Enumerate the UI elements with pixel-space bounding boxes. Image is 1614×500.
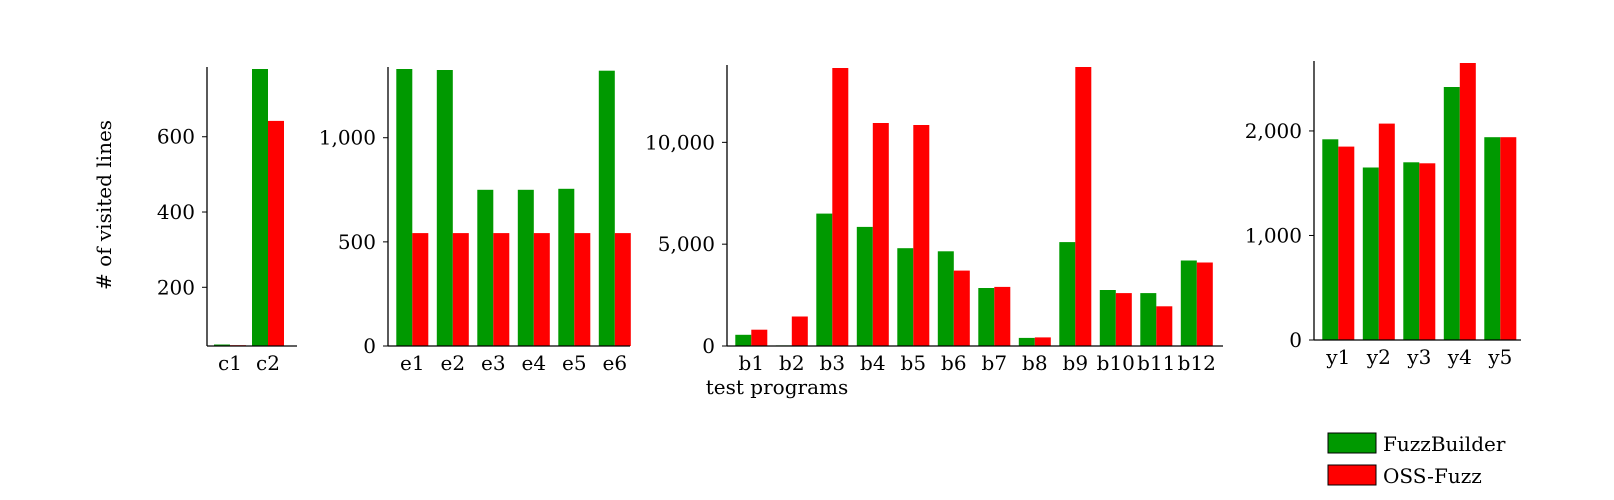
- bar-e4-oss-fuzz: [533, 233, 550, 346]
- bar-b12-oss-fuzz: [1196, 262, 1213, 346]
- y-tick-label: 2,000: [1245, 119, 1302, 143]
- x-tick-label-c2: c2: [256, 351, 280, 375]
- bar-b6-fuzzbuilder: [937, 251, 954, 346]
- bar-b2-oss-fuzz: [791, 316, 808, 346]
- x-tick-label-b6: b6: [941, 351, 967, 375]
- bar-y2-oss-fuzz: [1378, 123, 1395, 340]
- bar-e3-fuzzbuilder: [477, 189, 494, 346]
- chart-panel-4: y1 y2 y3 y4 y5 0 1,000 2,000: [1245, 61, 1521, 369]
- y-axis-label: # of visited lines: [92, 120, 116, 290]
- bar-b8-oss-fuzz: [1034, 337, 1051, 346]
- bar-b1-oss-fuzz: [751, 329, 768, 346]
- x-tick-label-b9: b9: [1063, 351, 1089, 375]
- bar-b9-fuzzbuilder: [1059, 242, 1076, 346]
- x-tick-label-e3: e3: [481, 351, 506, 375]
- bar-y1-oss-fuzz: [1338, 146, 1355, 340]
- x-tick-label-b2: b2: [779, 351, 805, 375]
- bar-e3-oss-fuzz: [493, 233, 510, 346]
- x-tick-label-b8: b8: [1022, 351, 1048, 375]
- bar-e2-oss-fuzz: [452, 233, 469, 346]
- bar-y2-fuzzbuilder: [1362, 167, 1379, 340]
- bar-b4-fuzzbuilder: [856, 226, 873, 346]
- bar-b6-oss-fuzz: [953, 270, 970, 346]
- bar-y3-fuzzbuilder: [1403, 162, 1420, 340]
- bar-b9-oss-fuzz: [1075, 67, 1092, 346]
- legend-label-ossfuzz: OSS-Fuzz: [1383, 464, 1482, 488]
- bar-y5-oss-fuzz: [1500, 137, 1517, 340]
- bar-e1-fuzzbuilder: [396, 69, 413, 346]
- x-tick-label-b11: b11: [1137, 351, 1175, 375]
- x-tick-label-b1: b1: [739, 351, 765, 375]
- bar-b5-fuzzbuilder: [897, 248, 914, 346]
- x-tick-label-e2: e2: [441, 351, 466, 375]
- bar-b10-oss-fuzz: [1115, 293, 1132, 346]
- y-tick-label: 1,000: [319, 126, 376, 150]
- x-tick-label-e5: e5: [562, 351, 587, 375]
- legend-label-fuzzbuilder: FuzzBuilder: [1383, 432, 1506, 456]
- x-tick-label-y3: y3: [1406, 345, 1431, 369]
- x-tick-label-b5: b5: [901, 351, 927, 375]
- bar-e2-fuzzbuilder: [436, 70, 453, 346]
- bar-b8-fuzzbuilder: [1018, 337, 1035, 346]
- x-tick-label-b4: b4: [860, 351, 886, 375]
- bar-c2-oss-fuzz: [268, 120, 284, 347]
- chart-panel-2: e1 e2 e3 e4 e5 e6 0 500 1,000: [319, 67, 631, 375]
- bar-b4-oss-fuzz: [872, 123, 889, 346]
- x-tick-label-c1: c1: [218, 351, 242, 375]
- y-tick-label: 0: [702, 334, 715, 358]
- bar-y5-fuzzbuilder: [1484, 137, 1501, 340]
- bar-c1-fuzzbuilder: [214, 344, 230, 346]
- legend-swatch-fuzzbuilder: [1327, 432, 1377, 454]
- y-tick-label: 400: [157, 200, 195, 224]
- bar-b1-fuzzbuilder: [735, 334, 752, 346]
- y-tick-label: 600: [157, 125, 195, 149]
- bar-b12-fuzzbuilder: [1180, 260, 1197, 346]
- bar-b5-oss-fuzz: [913, 125, 930, 346]
- bar-e6-fuzzbuilder: [598, 70, 615, 346]
- y-tick-label: 500: [338, 230, 376, 254]
- x-tick-label-e6: e6: [603, 351, 628, 375]
- x-tick-label-y1: y1: [1325, 345, 1350, 369]
- x-tick-label-b10: b10: [1097, 351, 1135, 375]
- bar-b3-oss-fuzz: [832, 68, 849, 346]
- bar-e5-oss-fuzz: [574, 233, 591, 346]
- x-tick-label-e1: e1: [400, 351, 425, 375]
- x-tick-label-y5: y5: [1487, 345, 1512, 369]
- bar-b11-oss-fuzz: [1156, 306, 1173, 346]
- bar-b3-fuzzbuilder: [816, 213, 833, 346]
- legend: FuzzBuilder OSS-Fuzz: [1327, 432, 1506, 488]
- x-tick-label-b7: b7: [982, 351, 1008, 375]
- bar-b11-fuzzbuilder: [1140, 293, 1157, 346]
- y-tick-label: 0: [1289, 328, 1302, 352]
- legend-swatch-ossfuzz: [1327, 464, 1377, 486]
- bar-e1-oss-fuzz: [412, 233, 429, 346]
- bar-e6-oss-fuzz: [614, 233, 631, 346]
- x-axis-label: test programs: [706, 375, 848, 399]
- chart-panels: c1 c2 200 400 600 e1 e2 e3 e4 e5 e6 0 500 1,000 b1 b2 b3…: [157, 61, 1521, 375]
- y-tick-label: 10,000: [645, 130, 715, 154]
- y-tick-label: 5,000: [658, 232, 715, 256]
- bar-y4-oss-fuzz: [1459, 63, 1476, 340]
- bar-y1-fuzzbuilder: [1322, 139, 1339, 340]
- bar-e4-fuzzbuilder: [517, 189, 534, 346]
- bar-c2-fuzzbuilder: [252, 69, 268, 346]
- bar-y3-oss-fuzz: [1419, 163, 1436, 340]
- bar-b7-fuzzbuilder: [978, 288, 995, 346]
- x-tick-label-y2: y2: [1366, 345, 1391, 369]
- x-tick-label-b3: b3: [820, 351, 846, 375]
- y-tick-label: 1,000: [1245, 224, 1302, 248]
- bar-e5-fuzzbuilder: [558, 188, 575, 346]
- bar-b10-fuzzbuilder: [1099, 290, 1116, 346]
- y-tick-label: 0: [363, 334, 376, 358]
- chart-panel-1: c1 c2 200 400 600: [157, 67, 297, 375]
- bar-y4-fuzzbuilder: [1443, 87, 1460, 340]
- chart-panel-3: b1 b2 b3 b4 b5 b6 b7 b8 b9 b10 b11 b12 0 5,000 10,000: [645, 65, 1223, 375]
- x-tick-label-b12: b12: [1178, 351, 1216, 375]
- bar-b7-oss-fuzz: [994, 286, 1011, 346]
- y-tick-label: 200: [157, 275, 195, 299]
- x-tick-label-e4: e4: [522, 351, 547, 375]
- x-tick-label-y4: y4: [1447, 345, 1472, 369]
